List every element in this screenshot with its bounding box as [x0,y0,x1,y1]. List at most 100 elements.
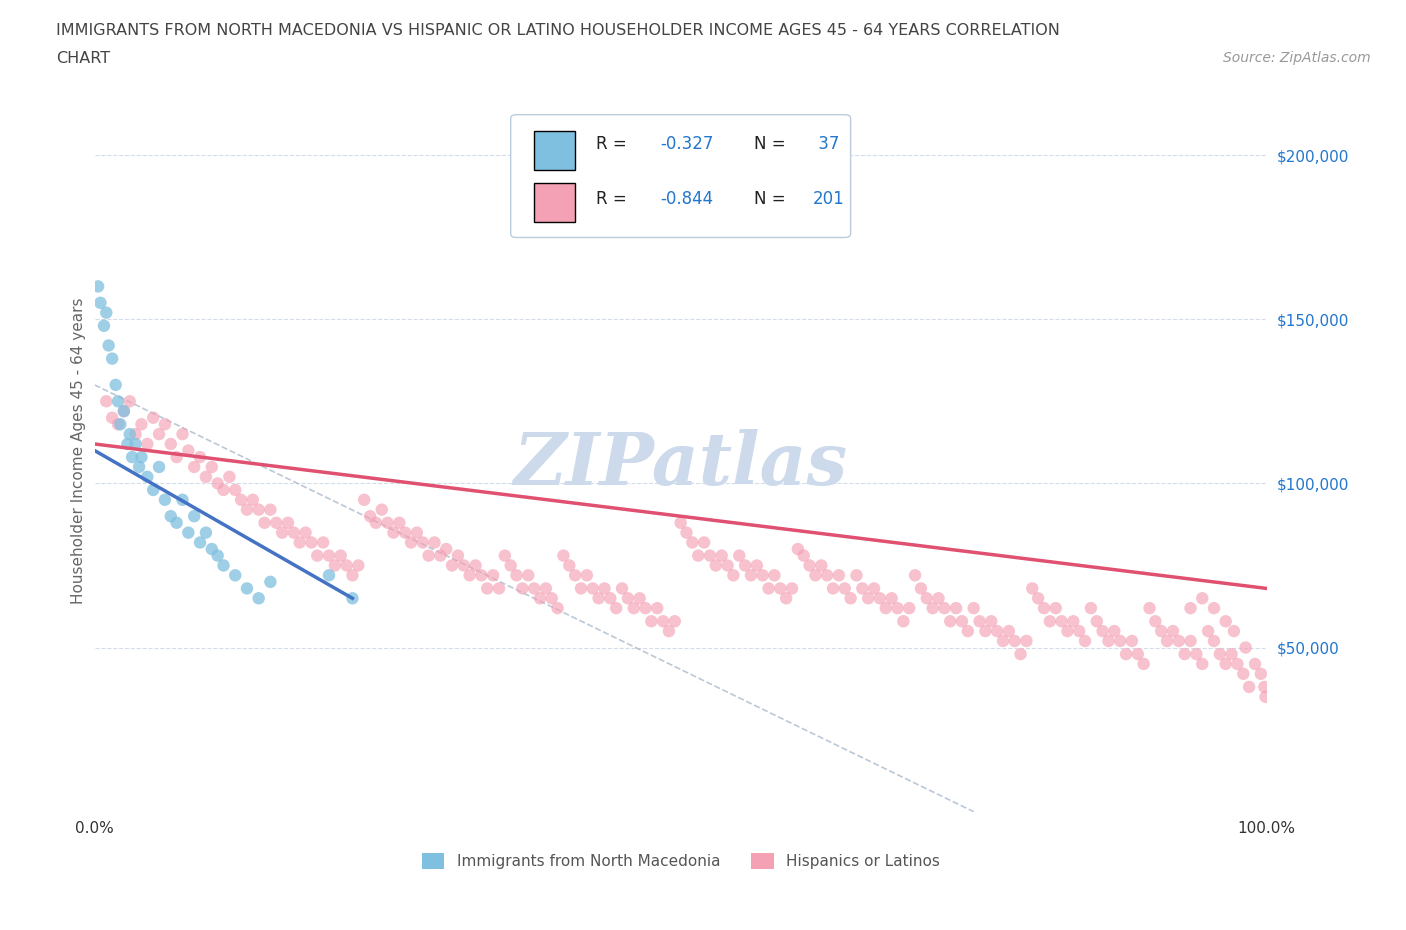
Point [1126,646,1149,661]
Point [1056,624,1078,639]
Point [710,548,733,563]
Point [745,558,768,573]
Point [318,568,340,583]
Point [453,558,475,573]
Point [236,581,259,596]
Point [998,624,1021,639]
Point [547,601,569,616]
Point [96,305,118,320]
Point [553,548,575,563]
Point [121,450,143,465]
Point [224,483,246,498]
Point [194,470,217,485]
Point [934,601,956,616]
Point [117,436,139,451]
Point [634,601,657,616]
Point [104,378,127,392]
Point [359,509,381,524]
Point [312,535,335,550]
Point [793,548,815,563]
Text: N =: N = [755,191,792,208]
Point [323,558,346,573]
Point [423,535,446,550]
Point [575,568,598,583]
Point [1039,614,1062,629]
Legend: Immigrants from North Macedonia, Hispanics or Latinos: Immigrants from North Macedonia, Hispani… [422,853,939,869]
Point [188,450,211,465]
Point [1202,601,1225,616]
Point [1191,591,1213,605]
Point [177,443,200,458]
Point [307,548,329,563]
Point [751,568,773,583]
Point [153,492,176,507]
Point [898,601,921,616]
Point [588,591,610,605]
Point [142,483,165,498]
FancyBboxPatch shape [510,114,851,237]
Text: -0.327: -0.327 [661,135,714,153]
Point [863,581,886,596]
Point [247,502,270,517]
Point [780,581,803,596]
Point [845,568,868,583]
Point [148,459,170,474]
Point [89,296,111,311]
Point [723,568,745,583]
Point [97,338,120,352]
Point [610,581,633,596]
Point [893,614,915,629]
Point [1185,646,1208,661]
Point [1202,633,1225,648]
Point [166,515,188,530]
Point [645,601,668,616]
Point [688,548,710,563]
Point [564,568,586,583]
Point [605,601,627,616]
Point [763,568,786,583]
Text: CHART: CHART [56,51,110,66]
Point [640,614,662,629]
Point [494,548,516,563]
Point [347,558,370,573]
Point [212,483,235,498]
Point [118,427,141,442]
Point [505,568,527,583]
Point [441,558,464,573]
Point [886,601,908,616]
Point [136,436,159,451]
Point [1220,646,1243,661]
Point [229,492,252,507]
Point [523,581,546,596]
Point [482,568,505,583]
Point [786,541,808,556]
Point [1015,633,1038,648]
Point [799,558,821,573]
Point [1215,657,1237,671]
Text: -0.844: -0.844 [661,191,714,208]
Point [1069,624,1091,639]
Point [207,476,229,491]
FancyBboxPatch shape [534,130,575,170]
Point [470,568,492,583]
Point [1132,657,1154,671]
Point [512,581,534,596]
Point [271,525,294,540]
Point [434,541,457,556]
Point [364,515,387,530]
Point [172,492,194,507]
Point [464,558,486,573]
Point [1232,667,1254,682]
Point [242,492,264,507]
Point [294,525,316,540]
Point [264,515,287,530]
Point [1223,624,1246,639]
Point [87,279,110,294]
Point [856,591,879,605]
Text: ZIPatlas: ZIPatlas [513,430,848,500]
Point [716,558,738,573]
Point [939,614,962,629]
Point [101,352,124,366]
Point [617,591,640,605]
Point [159,436,181,451]
